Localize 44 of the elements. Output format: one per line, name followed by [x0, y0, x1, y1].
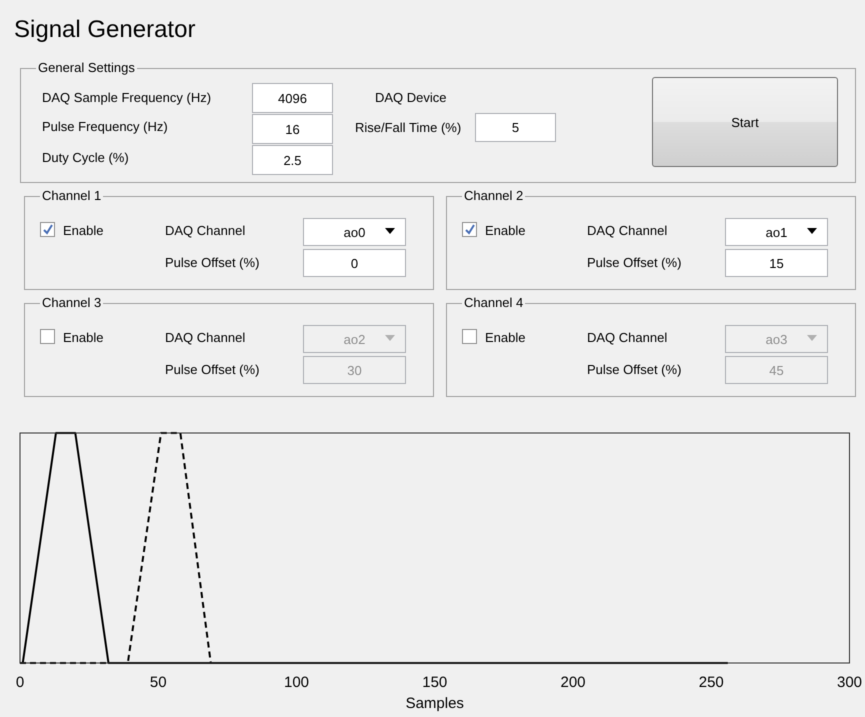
text: DAQ Sample Frequency (Hz)	[42, 90, 212, 106]
text: ao0	[303, 218, 406, 246]
text: Channel 3	[40, 295, 104, 311]
text: Rise/Fall Time (%)	[355, 120, 462, 136]
text: Start	[652, 77, 838, 167]
text: Pulse Offset (%)	[165, 255, 260, 271]
text: Pulse Offset (%)	[587, 362, 682, 378]
text: Pulse Frequency (Hz)	[42, 119, 168, 135]
text: 0	[303, 249, 406, 277]
text: Pulse Offset (%)	[165, 362, 260, 378]
text: Enable	[63, 223, 104, 239]
text: 15	[725, 249, 828, 277]
x-tick-label: 150	[422, 674, 448, 692]
x-axis-title: Samples	[406, 695, 464, 712]
text: DAQ Channel	[587, 330, 668, 346]
text: ao2	[303, 325, 406, 353]
text: 30	[303, 356, 406, 384]
x-tick-label: 50	[150, 674, 167, 692]
text: Pulse Offset (%)	[587, 255, 682, 271]
text: 4096	[252, 83, 333, 113]
text: DAQ Channel	[165, 330, 246, 346]
text: 2.5	[252, 145, 333, 175]
text: Channel 2	[462, 188, 526, 204]
text: Channel 1	[40, 188, 104, 204]
text: ao3	[725, 325, 828, 353]
text: Enable	[63, 330, 104, 346]
x-tick-label: 200	[560, 674, 586, 692]
text: General Settings	[36, 60, 137, 76]
x-tick-label: 0	[16, 674, 24, 692]
text: Enable	[485, 223, 526, 239]
x-tick-label: 100	[284, 674, 310, 692]
text: Duty Cycle (%)	[42, 150, 129, 166]
text: ao1	[725, 218, 828, 246]
text: DAQ Channel	[165, 223, 246, 239]
text: Enable	[485, 330, 526, 346]
x-tick-label: 300	[836, 674, 862, 692]
text: DAQ Channel	[587, 223, 668, 239]
text: Signal Generator	[14, 16, 196, 43]
text: Channel 4	[462, 295, 526, 311]
text: 45	[725, 356, 828, 384]
text: DAQ Device	[375, 90, 447, 106]
text: 5	[475, 113, 556, 142]
text: 16	[252, 114, 333, 144]
x-tick-label: 250	[698, 674, 724, 692]
